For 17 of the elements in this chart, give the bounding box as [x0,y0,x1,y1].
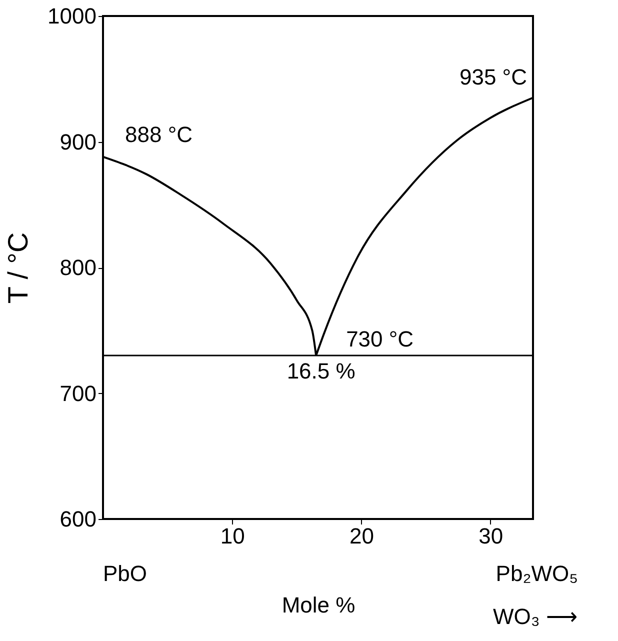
y-tick-label: 900 [60,129,96,154]
x-axis-title: Mole % [282,592,356,618]
y-axis-title: T / °C [2,232,34,304]
x-tick-label: 10 [220,524,245,548]
y-tick-label: 1000 [48,4,96,28]
x-tick-label: 20 [350,524,374,548]
annotation: 935 °C [459,64,528,90]
text: Pb₂WO₅ [496,561,578,586]
annotation: 888 °C [125,122,193,147]
y-tick-label: 700 [60,380,96,406]
y-tick-label: 800 [60,255,96,280]
y-tick-label: 600 [60,506,96,532]
annotation: 16.5 % [286,358,356,384]
text: PbO [103,561,148,586]
text: WO₃ ⟶ [493,604,578,629]
x-tick-label: 30 [478,524,504,548]
annotation: 730 °C [346,326,414,352]
